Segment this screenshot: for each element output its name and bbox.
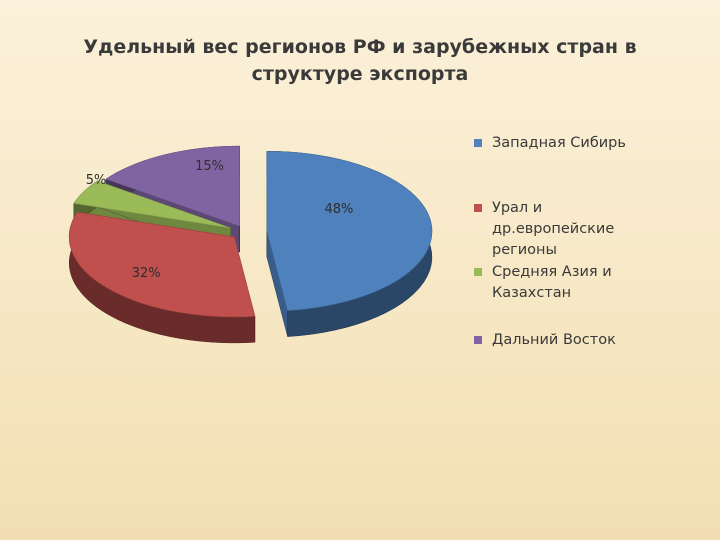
data-label-west-siberia: 48% [325, 202, 354, 217]
pie-top-layer [68, 145, 433, 318]
legend-item-ural: Урал и др.европейские регионы [474, 198, 714, 261]
chart-title-line-2: структуре экспорта [251, 63, 469, 85]
legend-label-west-siberia-line-1: Западная Сибирь [492, 135, 626, 151]
legend-item-central-asia: Средняя Азия и Казахстан [474, 262, 714, 304]
legend-swatch-far-east [474, 336, 482, 344]
data-label-far-east: 15% [195, 159, 224, 174]
legend-label-ural-line-3: регионы [492, 242, 557, 258]
pie-slice-west-siberia [266, 150, 433, 311]
pie-slice-far-east [105, 145, 240, 227]
data-label-central-asia: 5% [86, 173, 107, 188]
pie-slice-ural [68, 211, 256, 318]
legend-swatch-ural [474, 204, 482, 212]
data-label-ural: 32% [132, 266, 161, 281]
legend-label-central-asia-line-1: Средняя Азия и [492, 264, 612, 280]
pie-slice-central-asia [73, 180, 231, 229]
legend: Западная Сибирь Урал и др.европейские ре… [474, 133, 714, 351]
chart-title-line-1: Удельный вес регионов РФ и зарубежных ст… [83, 36, 637, 58]
legend-label-far-east-line-1: Дальний Восток [492, 332, 616, 348]
legend-label-central-asia-line-2: Казахстан [492, 285, 572, 301]
legend-swatch-west-siberia [474, 139, 482, 147]
legend-label-ural-line-2: др.европейские [492, 221, 615, 237]
legend-swatch-central-asia [474, 268, 482, 276]
legend-label-ural-line-1: Урал и [492, 200, 543, 216]
legend-item-far-east: Дальний Восток [474, 330, 714, 351]
chart-title: Удельный вес регионов РФ и зарубежных ст… [60, 34, 660, 88]
legend-item-west-siberia: Западная Сибирь [474, 133, 714, 154]
pie-label-layer: 48% 32% 5% 15% [86, 159, 354, 281]
